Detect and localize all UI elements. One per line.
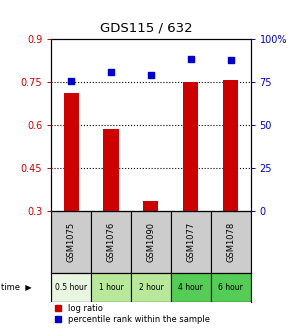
Text: 1 hour: 1 hour: [99, 283, 123, 292]
Text: GSM1078: GSM1078: [226, 222, 235, 262]
Point: [109, 70, 113, 75]
Text: GSM1075: GSM1075: [67, 222, 76, 262]
Text: time  ▶: time ▶: [1, 282, 32, 291]
Bar: [103, 129, 119, 211]
Legend: log ratio, percentile rank within the sample: log ratio, percentile rank within the sa…: [55, 304, 210, 324]
Point: [188, 57, 193, 62]
Bar: [171, 211, 211, 273]
Text: 0.5 hour: 0.5 hour: [55, 283, 87, 292]
Text: GDS115 / 632: GDS115 / 632: [100, 21, 193, 34]
Point: [69, 78, 74, 84]
Bar: [51, 273, 91, 302]
Text: GSM1090: GSM1090: [146, 222, 155, 262]
Bar: [131, 211, 171, 273]
Bar: [211, 211, 251, 273]
Text: 4 hour: 4 hour: [178, 283, 203, 292]
Text: GSM1076: GSM1076: [107, 222, 115, 262]
Text: 2 hour: 2 hour: [139, 283, 163, 292]
Text: 6 hour: 6 hour: [218, 283, 243, 292]
Point: [228, 57, 233, 63]
Bar: [183, 82, 198, 211]
Bar: [91, 273, 131, 302]
Bar: [143, 201, 159, 211]
Text: GSM1077: GSM1077: [186, 222, 195, 262]
Bar: [51, 211, 91, 273]
Bar: [171, 273, 211, 302]
Bar: [223, 80, 238, 211]
Bar: [64, 93, 79, 211]
Point: [149, 72, 153, 78]
Bar: [91, 211, 131, 273]
Bar: [131, 273, 171, 302]
Bar: [211, 273, 251, 302]
